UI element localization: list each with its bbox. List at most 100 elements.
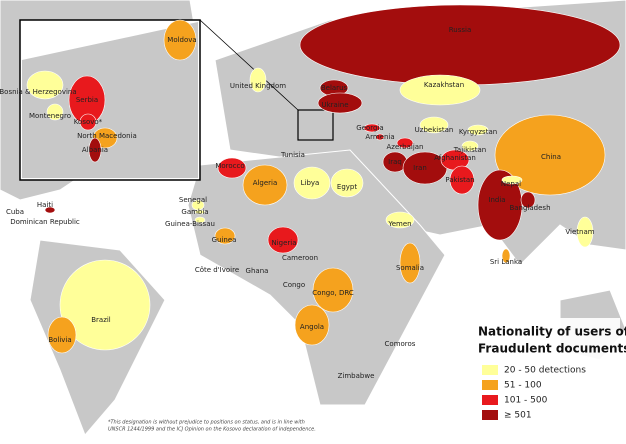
country-label: Zimbabwe: [338, 372, 375, 380]
footnote: UNSCR 1244/1999 and the ICJ Opinion on t…: [108, 427, 316, 433]
country-label: Iraq: [388, 158, 402, 166]
country-label: Afghanistan: [434, 154, 476, 162]
country-shape: [419, 116, 449, 134]
country-label: Ghana: [246, 267, 269, 275]
country-shape: [494, 114, 606, 196]
country-label: Belarus: [321, 84, 348, 92]
country-shape: [467, 124, 489, 136]
country-shape: [194, 209, 206, 215]
country-shape: [214, 227, 236, 245]
country-label: Nigeria: [271, 239, 296, 247]
legend-label: ≥ 501: [504, 411, 532, 421]
country-shape: [294, 304, 330, 346]
country-label: Ukraine: [321, 101, 348, 109]
country-label: Libya: [301, 179, 320, 187]
country-shape: [520, 191, 536, 209]
country-label: China: [541, 153, 561, 161]
country-label: Côte d'Ivoire: [195, 266, 239, 274]
country-label: Albania: [82, 146, 108, 154]
country-label: Montenegro: [29, 112, 71, 120]
country-shape: [375, 133, 385, 141]
country-label: Pakistan: [445, 176, 474, 184]
country-label: Nepal: [501, 180, 521, 188]
country-shape: [88, 137, 102, 163]
country-shape: [385, 211, 415, 229]
country-label: Bangladesh: [509, 204, 550, 212]
country-label: Yemen: [387, 220, 411, 228]
country-shape: [363, 123, 381, 133]
country-shape: [47, 316, 77, 354]
country-shape: [477, 169, 523, 241]
country-label: Kazakhstan: [424, 81, 464, 89]
country-label: Moldova: [167, 36, 196, 44]
country-shape: [217, 157, 247, 179]
inset-land: [22, 22, 198, 178]
country-label: Georgia: [356, 124, 383, 132]
country-shape: [399, 242, 421, 284]
country-label: Algeria: [253, 179, 278, 187]
legend-swatch: [482, 365, 498, 375]
country-label: Vietnam: [565, 228, 594, 236]
country-label: Bosnia & Herzegovina: [0, 88, 77, 96]
country-label: Iran: [413, 164, 427, 172]
country-label: Guinea-Bissau: [165, 220, 215, 228]
country-label: Serbia: [76, 96, 98, 104]
legend-swatch: [482, 395, 498, 405]
country-label: Congo: [283, 281, 305, 289]
country-shape: [312, 267, 354, 313]
country-label: Morocco: [215, 162, 244, 170]
country-label: Sri Lanka: [490, 258, 522, 266]
country-shape: [293, 166, 331, 200]
legend-swatch: [482, 410, 498, 420]
country-label: Russia: [449, 26, 472, 34]
country-label: Uzbekistan: [415, 126, 454, 134]
country-shape: [501, 175, 523, 185]
country-label: Angola: [300, 323, 324, 331]
country-label: Egypt: [337, 183, 357, 191]
legend-label: 101 - 500: [504, 396, 548, 406]
inset-connector: [199, 19, 299, 111]
country-shape: [399, 74, 481, 106]
footnote: *This designation is without prejudice t…: [108, 420, 305, 426]
country-shape: [330, 168, 364, 198]
country-label: Bolivia: [48, 336, 71, 344]
country-label: Kosovo*: [74, 118, 103, 126]
legend-title: Fraudulent documents: [478, 342, 626, 356]
country-shape: [267, 226, 299, 254]
country-label: Gambia: [181, 208, 208, 216]
country-label: Comoros: [385, 340, 416, 348]
country-label: Tunisia: [280, 151, 305, 159]
country-label: Dominican Republic: [10, 218, 80, 226]
country-label: United Kingdom: [230, 82, 286, 90]
country-label: Tajikistan: [453, 146, 486, 154]
country-label: Brazil: [91, 316, 111, 324]
country-shape: [317, 92, 363, 114]
country-label: Congo, DRC: [312, 289, 354, 297]
country-label: Senegal: [179, 196, 207, 204]
country-label: Kyrgyzstan: [459, 128, 497, 136]
country-shape: [194, 216, 206, 224]
country-shape: [249, 67, 267, 93]
country-label: Haiti: [37, 201, 53, 209]
country-label: Guinea: [212, 236, 237, 244]
country-shape: [242, 164, 288, 206]
country-shape: [501, 248, 511, 264]
legend-label: 51 - 100: [504, 381, 542, 391]
legend-swatch: [482, 380, 498, 390]
country-label: Cuba: [6, 208, 24, 216]
country-shape: [79, 113, 97, 131]
country-shape: [163, 19, 197, 61]
country-shape: [449, 165, 475, 195]
country-label: Somalia: [396, 264, 424, 272]
country-shape: [44, 206, 56, 214]
country-shape: [461, 140, 479, 152]
country-label: India: [488, 196, 505, 204]
country-shape: [576, 216, 594, 248]
country-shape: [46, 103, 64, 121]
country-label: North Macedonia: [77, 132, 137, 140]
country-label: Armenia: [365, 133, 394, 141]
legend-label: 20 - 50 detections: [504, 366, 586, 376]
legend-title: Nationality of users of: [478, 325, 626, 339]
country-shape: [299, 4, 621, 86]
